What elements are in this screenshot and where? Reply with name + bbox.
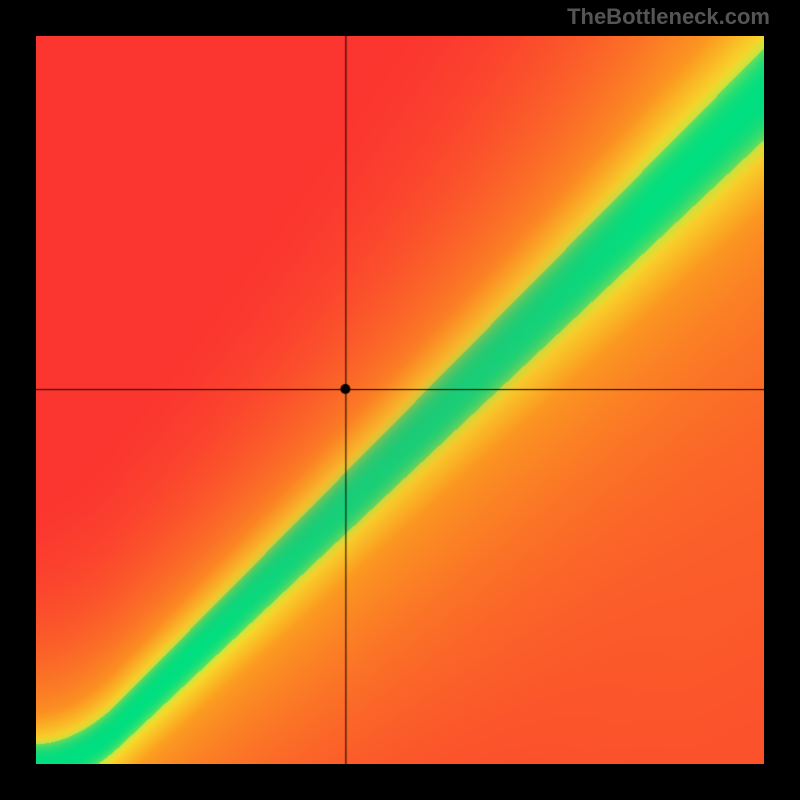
chart-container: TheBottleneck.com — [0, 0, 800, 800]
bottleneck-heatmap — [36, 36, 764, 764]
watermark-text: TheBottleneck.com — [567, 4, 770, 30]
